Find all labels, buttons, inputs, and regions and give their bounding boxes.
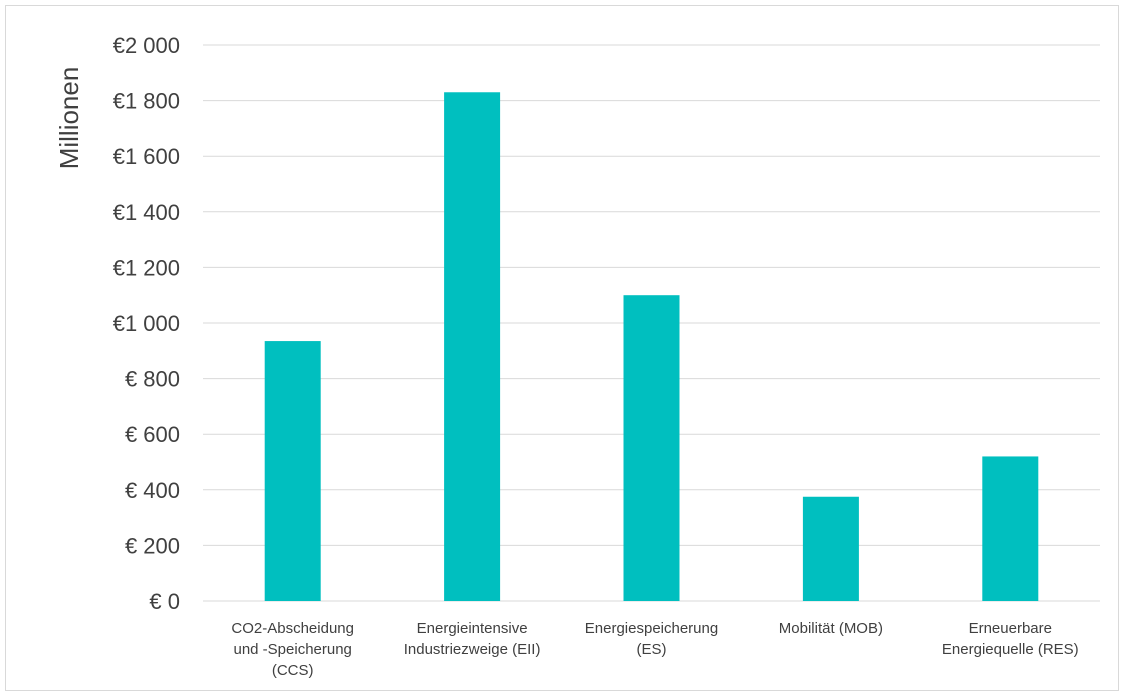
bar — [623, 295, 680, 601]
x-category-label-line: Erneuerbare — [969, 620, 1052, 637]
y-tick-label: €1 400 — [113, 200, 180, 225]
y-tick-label: € 200 — [125, 533, 180, 558]
y-tick-label: €2 000 — [113, 33, 180, 58]
x-category-label-line: und -Speicherung — [233, 641, 351, 658]
bar-chart: € 0 € 200 € 400 € 600 € 800 €1 000 €1 200 €1 40… — [54, 33, 1100, 679]
y-tick-label: €1 600 — [113, 144, 180, 169]
y-axis-title: Millionen — [54, 67, 84, 170]
x-category-label: Erneuerbare Energiequelle (RES) — [942, 620, 1079, 658]
y-tick-label: € 600 — [125, 422, 180, 447]
bar — [444, 92, 501, 601]
bars — [264, 92, 1039, 601]
x-category-label-line: Energiespeicherung — [585, 620, 718, 637]
x-axis-categories: CO2-Abscheidung und -Speicherung (CCS) Ener… — [231, 620, 1078, 679]
y-tick-label: € 800 — [125, 367, 180, 392]
chart-frame: € 0 € 200 € 400 € 600 € 800 €1 000 €1 200 €1 40… — [5, 5, 1119, 691]
x-category-label-line: (ES) — [637, 641, 667, 658]
x-category-label: Mobilität (MOB) — [779, 620, 883, 637]
y-tick-label: € 0 — [149, 589, 180, 614]
x-category-label-line: Energieintensive — [417, 620, 528, 637]
x-category-label-line: Energiequelle (RES) — [942, 641, 1079, 658]
x-category-label: CO2-Abscheidung und -Speicherung (CCS) — [231, 620, 354, 679]
bar — [264, 341, 321, 601]
bar — [982, 456, 1039, 601]
x-category-label: Energiespeicherung (ES) — [585, 620, 718, 658]
y-axis-ticks: € 0 € 200 € 400 € 600 € 800 €1 000 €1 200 €1 40… — [113, 33, 180, 614]
y-tick-label: €1 000 — [113, 311, 180, 336]
y-tick-label: €1 800 — [113, 89, 180, 114]
x-category-label-line: (CCS) — [272, 662, 314, 679]
y-tick-label: €1 200 — [113, 255, 180, 280]
x-category-label-line: CO2-Abscheidung — [231, 620, 354, 637]
y-tick-label: € 400 — [125, 478, 180, 503]
x-category-label: Energieintensive Industriezweige (EII) — [404, 620, 541, 658]
x-category-label-line: Mobilität (MOB) — [779, 620, 883, 637]
x-category-label-line: Industriezweige (EII) — [404, 641, 541, 658]
bar — [802, 496, 859, 601]
